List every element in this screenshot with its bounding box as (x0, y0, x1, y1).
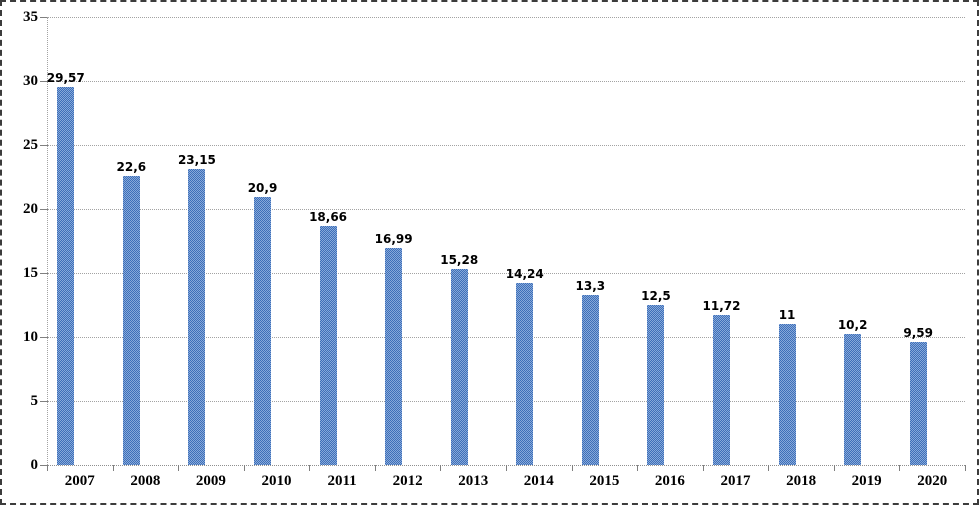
y-axis-tick (40, 337, 48, 338)
x-axis-tick-label: 2011 (327, 473, 357, 489)
x-axis-tick-label: 2013 (458, 473, 489, 489)
x-axis-tick-label: 2019 (851, 473, 882, 489)
x-axis-tick (506, 465, 507, 471)
gridline (47, 81, 965, 82)
x-axis-tick-label: 2020 (917, 473, 948, 489)
x-axis-tick-label: 2009 (195, 473, 226, 489)
bar-2019 (844, 334, 862, 465)
value-label: 10,2 (837, 318, 868, 333)
bar-2009 (188, 168, 206, 465)
value-label: 18,66 (309, 210, 348, 225)
gridline (47, 145, 965, 146)
bar-2012 (385, 247, 403, 465)
x-axis-tick-label: 2014 (523, 473, 554, 489)
y-axis-tick-label: 25 (23, 137, 38, 153)
x-axis-tick-label: 2015 (589, 473, 620, 489)
y-axis-tick-label: 20 (23, 201, 38, 217)
x-axis-tick (440, 465, 442, 471)
y-axis-tick (40, 145, 48, 146)
y-axis-tick (40, 273, 48, 274)
y-axis-tick (40, 17, 48, 18)
gridline (47, 273, 965, 274)
y-axis-tick (40, 209, 48, 210)
bar-2015 (581, 294, 599, 465)
value-label: 23,15 (177, 152, 216, 167)
y-axis-tick-label: 5 (30, 393, 39, 409)
value-label: 11,72 (702, 298, 741, 313)
y-axis-tick-label: 35 (23, 9, 38, 25)
y-axis-line (47, 17, 48, 465)
value-label: 20,9 (247, 181, 278, 196)
y-axis-tick-label: 0 (30, 457, 39, 473)
x-axis-tick (47, 465, 48, 471)
x-axis-tick (833, 465, 835, 471)
x-axis-tick (309, 465, 311, 471)
x-axis-tick-label: 2010 (261, 473, 292, 489)
gridline (47, 337, 965, 338)
bar-2007 (57, 86, 75, 465)
bar-2014 (516, 282, 534, 465)
x-axis-tick (112, 465, 114, 471)
value-label: 15,28 (440, 253, 479, 268)
gridline (47, 209, 965, 210)
x-axis-tick (637, 465, 639, 471)
y-axis-tick-label: 10 (23, 329, 38, 345)
gridline (47, 401, 965, 402)
value-label: 14,24 (505, 266, 544, 281)
value-label: 9,59 (903, 326, 934, 341)
x-axis-tick (374, 465, 376, 471)
bar-2018 (778, 324, 796, 465)
bar-2008 (122, 175, 140, 465)
value-label: 13,3 (575, 278, 606, 293)
y-axis-tick (40, 81, 48, 82)
x-axis-tick-label: 2007 (64, 473, 95, 489)
x-axis-tick (702, 465, 704, 471)
x-axis-tick (571, 465, 573, 471)
value-label: 29,57 (46, 70, 85, 85)
y-axis-tick (40, 401, 48, 402)
gridline (47, 17, 965, 18)
value-label: 12,5 (641, 289, 671, 303)
x-axis-tick (965, 465, 966, 471)
y-axis-tick-label: 30 (23, 73, 38, 89)
bar-2010 (254, 197, 271, 465)
x-axis-tick (899, 465, 901, 471)
bar-2011 (319, 226, 337, 465)
x-axis-tick (178, 465, 180, 471)
bar-2017 (713, 314, 730, 465)
bar-2020 (909, 342, 927, 465)
x-axis-tick-label: 2018 (786, 473, 817, 489)
x-axis-tick (768, 465, 770, 471)
value-label: 22,6 (116, 159, 147, 174)
y-axis-tick (40, 465, 48, 466)
bar-2016 (647, 305, 665, 465)
x-axis-tick-label: 2008 (130, 473, 161, 489)
bar-2013 (450, 269, 468, 465)
x-axis-tick-label: 2012 (392, 473, 423, 489)
x-axis-tick-label: 2017 (720, 473, 751, 489)
y-axis-tick-label: 15 (23, 265, 38, 281)
value-label: 11 (778, 308, 796, 323)
x-axis-tick (243, 465, 245, 471)
x-axis-tick-label: 2016 (654, 473, 685, 489)
value-label: 16,99 (374, 231, 413, 246)
